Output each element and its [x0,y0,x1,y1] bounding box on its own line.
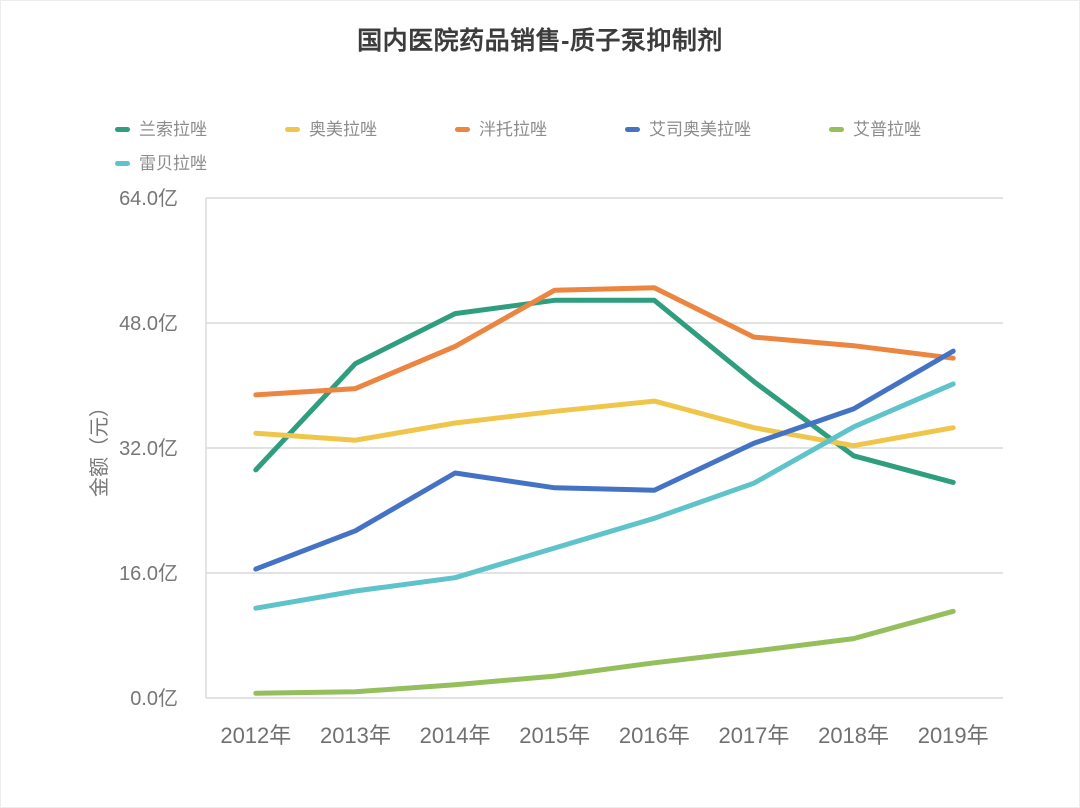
x-tick-label: 2017年 [718,723,789,748]
legend-item: 艾司奥美拉唑 [625,119,751,140]
legend-item-label: 泮托拉唑 [479,120,547,139]
series-line-艾司奥美拉唑 [253,348,956,572]
series-line-雷贝拉唑 [253,381,956,611]
legend-swatch-icon [285,127,300,132]
legend-swatch-icon [829,127,844,132]
legend-item: 艾普拉唑 [829,119,921,140]
legend-item: 奥美拉唑 [285,119,377,140]
legend: 兰索拉唑 奥美拉唑 泮托拉唑 艾司奥美拉唑 艾普拉唑雷贝拉唑 [115,119,995,174]
legend-item-label: 艾司奥美拉唑 [649,120,751,139]
legend-item: 兰索拉唑 [115,119,207,140]
x-tick-label: 2013年 [320,723,391,748]
y-tick-label: 48.0亿 [119,312,178,335]
legend-item-label: 奥美拉唑 [309,120,377,139]
series-line-兰索拉唑 [253,297,956,485]
legend-swatch-icon [455,127,470,132]
legend-swatch-icon [115,127,130,132]
legend-item: 泮托拉唑 [455,119,547,140]
y-tick-label: 64.0亿 [119,187,178,210]
y-tick-label: 16.0亿 [119,562,178,585]
y-tick-label: 0.0亿 [130,687,178,710]
legend-item-label: 雷贝拉唑 [139,154,207,173]
series-line-奥美拉唑 [253,398,956,449]
legend-swatch-icon [625,127,640,132]
x-tick-label: 2018年 [818,723,889,748]
x-tick-label: 2014年 [420,723,491,748]
x-tick-label: 2012年 [220,723,291,748]
chart-title: 国内医院药品销售-质子泵抑制剂 [357,27,723,55]
x-tick-label: 2016年 [619,723,690,748]
legend-swatch-icon [115,161,130,166]
series-line-泮托拉唑 [253,285,956,398]
y-tick-label: 32.0亿 [119,437,178,460]
legend-item: 雷贝拉唑 [115,153,207,174]
legend-item-label: 兰索拉唑 [139,120,207,139]
legend-item-label: 艾普拉唑 [853,120,921,139]
x-tick-label: 2019年 [918,723,989,748]
x-tick-label: 2015年 [519,723,590,748]
series-line-艾普拉唑 [253,608,956,696]
